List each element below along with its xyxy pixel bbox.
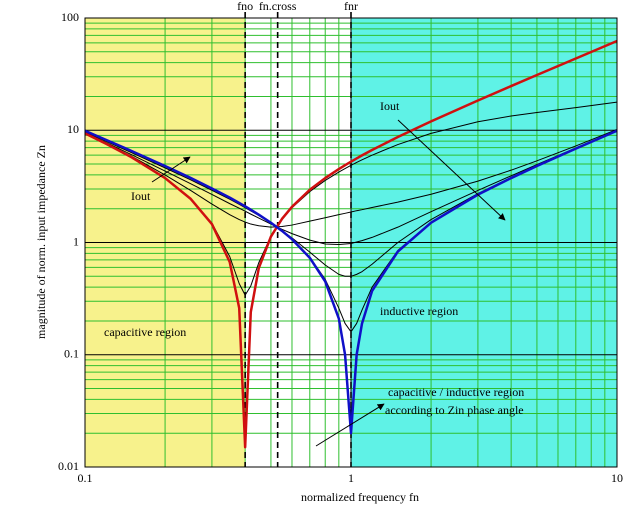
- y-tick-label: 10: [67, 122, 79, 136]
- series-line: [84, 39, 618, 449]
- annotation: according to Zin phase angle: [385, 403, 524, 417]
- y-tick-label: 100: [61, 10, 79, 24]
- y-tick-label: 0.1: [64, 347, 79, 361]
- arrow: [151, 156, 191, 183]
- x-axis-label: normalized frequency fn: [301, 490, 419, 504]
- y-tick-label: 1: [73, 234, 79, 248]
- lines: [84, 39, 618, 449]
- annotation: inductive region: [380, 304, 458, 318]
- series-line: [84, 129, 618, 245]
- x-tick-label: 10: [611, 471, 623, 485]
- arrow: [315, 403, 385, 447]
- series-line: [84, 128, 618, 228]
- series-line: [84, 130, 618, 277]
- series-line: [84, 129, 618, 435]
- x-tick-label: 1: [348, 471, 354, 485]
- annotation: capacitive region: [104, 325, 186, 339]
- grid: [84, 12, 618, 468]
- y-tick-label: 0.01: [58, 459, 79, 473]
- arrow: [397, 119, 506, 221]
- plot-frame: [84, 17, 618, 468]
- marker-label: fnr: [344, 0, 358, 13]
- annotation: Iout: [131, 189, 151, 203]
- marker-label: fno: [237, 0, 253, 13]
- marker-label: fn.cross: [259, 0, 297, 13]
- annotation: capacitive / inductive region: [388, 385, 524, 399]
- annotation: Iout: [380, 99, 400, 113]
- x-tick-label: 0.1: [78, 471, 93, 485]
- y-axis-label: magnitude of norm. input impedance Zn: [34, 145, 48, 339]
